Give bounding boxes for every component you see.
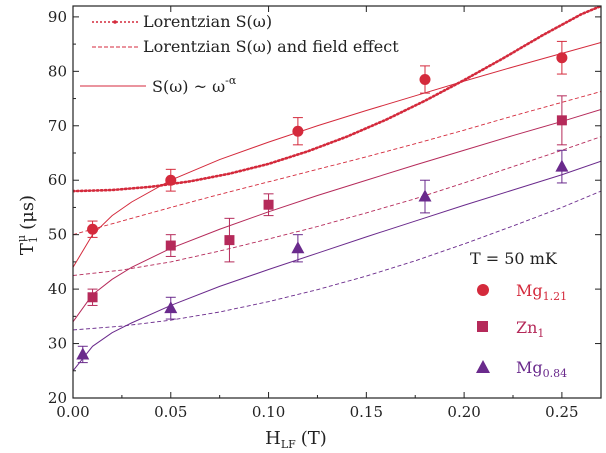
point-mg084-3 [418,189,432,202]
curve-lorentz-dotted [73,6,601,193]
x-tick-label-1: 0.05 [154,403,187,421]
point-mg121-3 [419,74,431,85]
curve-mg084-solid [73,160,601,372]
y-axis-label-unit: (μs) [17,195,38,230]
x-axis-label: HLF (T) [265,428,327,451]
y-tick-label-7: 90 [48,8,67,26]
legend-line-solid-label: S(ω) ~ ω-α [152,74,237,96]
curve-zn1-solid [73,108,601,323]
point-mg084-2 [291,241,305,254]
x-tick-label-3: 0.15 [350,403,383,421]
x-tick-label-4: 0.20 [447,403,480,421]
y-tick-label-1: 30 [48,335,67,353]
y-axis-label-sub: 1 [27,236,40,243]
legend-label-mg084-sub: 0.84 [543,367,568,380]
x-tick-label-5: 0.25 [545,403,578,421]
point-mg084-4 [555,159,569,172]
legend-temperature: T = 50 mK [470,249,558,268]
y-axis-label-group: T1μ (μs) [15,195,40,255]
y-tick-label-3: 50 [48,226,67,244]
legend-marker-zn1 [477,321,488,332]
legend-line-solid-label-sup: -α [225,74,237,87]
y-axis-label-sup: μ [15,235,28,242]
curve-mg084-dashed [73,190,601,331]
point-zn1-4 [556,115,567,126]
y-tick-label-5: 70 [48,117,67,135]
x-axis-label-main: H [265,428,281,449]
x-axis-label-sub: LF [281,438,296,451]
point-mg121-4 [556,52,568,64]
y-axis-label: T1μ (μs) [15,195,40,255]
legend-line-dashed-label: Lorentzian S(ω) and field effect [143,37,399,56]
y-tick-label-0: 20 [48,389,67,407]
legend-label-mg121-sub: 1.21 [543,290,568,303]
point-zn1-2 [224,235,235,246]
data-markers [76,52,569,360]
legend-label-mg121-main: Mg [516,281,543,300]
legend-marker-mg121 [477,284,489,296]
x-tick-label-2: 0.10 [252,403,285,421]
legend-label-zn1: Zn1 [516,318,544,340]
line-legend: Lorentzian S(ω) Lorentzian S(ω) and fiel… [80,12,399,96]
point-mg121-0 [87,223,99,235]
legend-label-zn1-sub: 1 [537,327,544,340]
y-tick-label-6: 80 [48,62,67,80]
x-axis-ticks: 0.00 0.05 0.10 0.15 0.20 0.25 [56,6,579,421]
point-mg084-1 [164,301,178,314]
legend-label-mg084: Mg0.84 [516,358,567,380]
point-mg084-0 [76,347,90,360]
fit-curves [73,6,601,372]
y-tick-label-2: 40 [48,280,67,298]
y-axis-ticks: 20 30 40 50 60 70 80 90 [48,8,601,407]
legend-line-dotted-label: Lorentzian S(ω) [143,12,272,31]
legend-label-mg121: Mg1.21 [516,281,567,303]
legend-label-mg084-main: Mg [516,358,543,377]
x-tick-label-0: 0.00 [56,403,89,421]
curve-mg121-dashed [73,91,601,236]
point-mg121-1 [165,174,177,186]
marker-legend: T = 50 mK Mg1.21 Zn1 Mg0.84 [470,249,567,380]
y-axis-label-main: T [17,243,38,255]
point-mg121-2 [292,125,304,137]
point-zn1-3 [263,199,274,210]
legend-marker-mg084 [476,360,490,373]
point-zn1-0 [87,292,98,303]
curve-mg121-solid [73,41,601,268]
curve-zn1-dashed [73,136,601,276]
x-axis-label-unit: (T) [301,428,327,449]
legend-line-dotted-dot [113,20,117,24]
legend-line-solid-label-main: S(ω) ~ ω [152,77,225,96]
y-tick-label-4: 60 [48,171,67,189]
legend-label-zn1-main: Zn [516,318,537,337]
point-zn1-1 [165,240,176,251]
plot-frame [72,5,602,399]
